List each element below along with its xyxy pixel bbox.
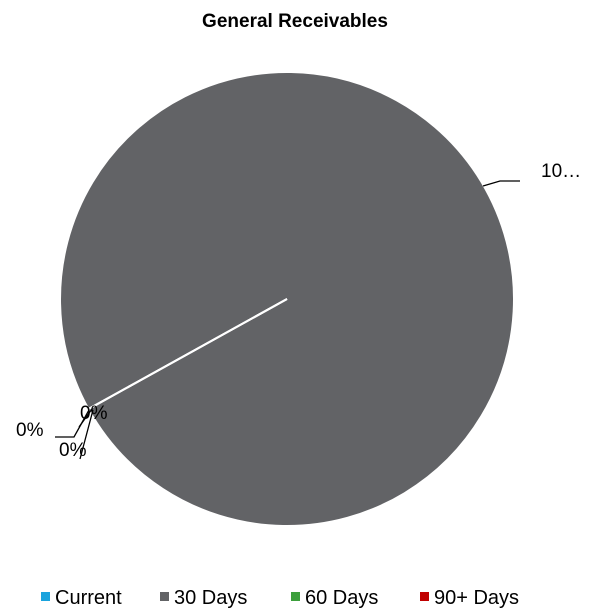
legend-item: 60 Days <box>291 587 378 609</box>
legend-item: 30 Days <box>160 587 247 609</box>
data-label: 10… <box>541 161 581 182</box>
legend-label: 30 Days <box>174 587 247 609</box>
legend-label: 90+ Days <box>434 587 519 609</box>
legend-item: 90+ Days <box>420 587 519 609</box>
data-label: 0% <box>59 440 87 461</box>
data-label: 0% <box>80 403 108 424</box>
leader-line <box>482 180 520 187</box>
leader-line <box>79 409 94 460</box>
legend-label: 60 Days <box>305 587 378 609</box>
legend-swatch <box>291 592 300 601</box>
legend-swatch <box>41 592 50 601</box>
legend-swatch <box>420 592 429 601</box>
legend-label: Current <box>55 587 122 609</box>
pie-slice-90-days <box>87 298 288 411</box>
leader-lines <box>55 180 520 460</box>
data-labels: 0% 10… 0% 0% <box>16 161 581 461</box>
legend: Current 30 Days 60 Days 90+ Days <box>41 587 519 609</box>
data-label: 0% <box>16 420 44 441</box>
chart-title: General Receivables <box>202 11 388 32</box>
leader-line <box>78 408 93 428</box>
legend-swatch <box>160 592 169 601</box>
pie-slices <box>60 72 514 526</box>
legend-item: Current <box>41 587 122 609</box>
